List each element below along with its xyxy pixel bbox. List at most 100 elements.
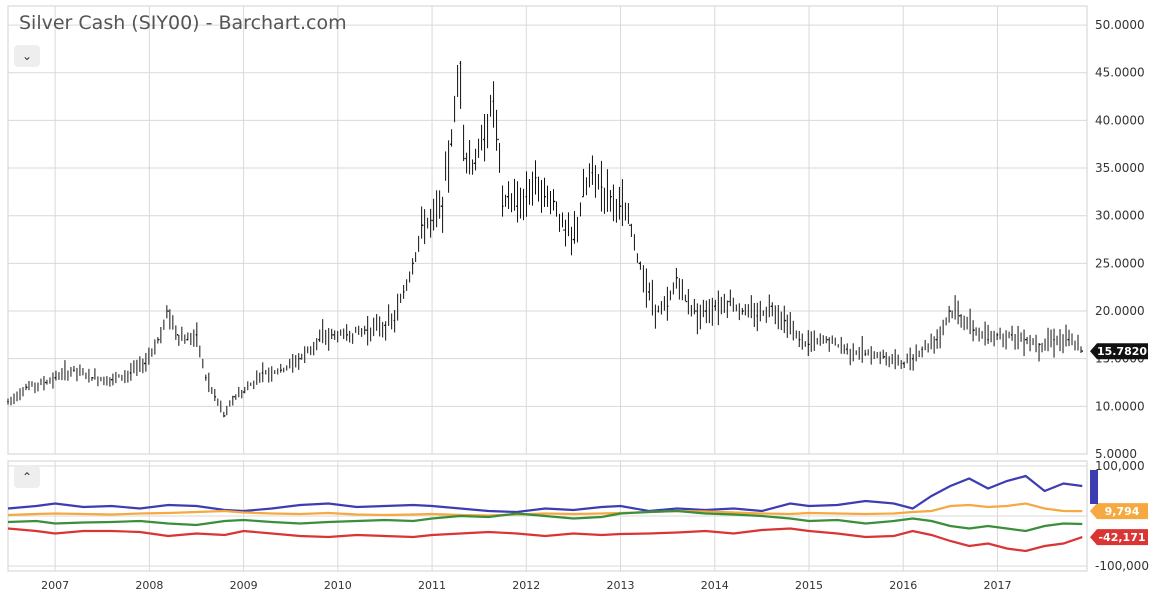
price-point [473,162,476,165]
price-point [167,310,170,312]
price-bars [7,61,1084,418]
last-price-tag: 15.7820 [1090,343,1148,360]
x-tick-label: 2008 [135,579,163,592]
price-point [346,334,349,336]
price-point [921,348,923,350]
price-point [619,205,622,207]
price-point [676,276,678,279]
price-point [110,378,113,381]
price-point [784,319,787,322]
svg-text:-42,171: -42,171 [1098,531,1145,544]
price-point [205,376,207,379]
x-tick-label: 2013 [607,579,635,592]
price-point [883,355,886,358]
price-point [223,415,226,417]
price-point [1039,343,1041,346]
price-point [186,338,188,341]
price-point [318,338,320,341]
price-point [73,369,75,371]
price-point [742,310,744,312]
price-point [242,391,245,393]
y-tick-label: 100,000 [1095,459,1145,473]
collapse-lower-button[interactable]: ⌃ [14,466,40,488]
price-point [233,396,235,398]
x-tick-label: 2014 [701,579,729,592]
x-tick-label: 2009 [230,579,258,592]
price-point [695,310,697,312]
price-point [845,348,848,350]
collapse-main-button[interactable]: ⌄ [14,45,40,67]
y-tick-label: 10.0000 [1095,399,1145,413]
main-panel-frame [7,5,1088,455]
blue-end-marker [1090,470,1098,504]
price-point [935,338,938,341]
x-tick-label: 2007 [41,579,69,592]
cot-lines [7,474,1083,553]
price-point [591,172,594,174]
price-point [525,195,528,198]
x-tick-label: 2015 [795,579,823,592]
price-point [365,329,367,331]
x-axis-labels: 2007 2008 2009 2010 2011 2012 2013 2014 2015 2016… [41,579,1011,592]
price-point [497,138,499,141]
x-tick-label: 2017 [983,579,1011,592]
price-point [553,200,556,203]
price-point [534,176,537,179]
price-point [949,310,952,312]
y-tick-label: 45.0000 [1095,66,1145,80]
x-tick-label: 2010 [324,579,352,592]
price-point [1010,334,1013,336]
price-point [464,157,466,160]
svg-text:15.7820: 15.7820 [1097,345,1147,358]
price-point [563,229,565,231]
price-point [299,357,301,360]
price-point [459,62,462,64]
chart-title: Silver Cash (SIY00) - Barchart.com [19,12,347,34]
x-tick-label: 2012 [512,579,540,592]
price-point [685,300,688,303]
chevron-down-icon: ⌄ [21,49,33,63]
price-point [129,372,132,374]
last-red-tag: -42,171 [1090,529,1148,546]
price-point [393,319,396,322]
price-point [516,205,518,207]
y-tick-label: -100,000 [1095,559,1149,573]
price-point [770,305,773,308]
price-point [582,195,584,198]
y-tick-label: 5.0000 [1095,447,1137,461]
price-point [1053,338,1055,341]
price-point [7,400,9,403]
y-tick-label: 35.0000 [1095,161,1145,175]
price-point [958,314,961,317]
price-point [483,138,485,141]
price-point [544,195,546,198]
price-point [911,357,914,360]
x-tick-label: 2011 [418,579,446,592]
price-point [157,338,160,341]
x-tick-label: 2016 [889,579,917,592]
y-tick-label: 30.0000 [1095,209,1145,223]
price-point [713,305,716,308]
cot-series-line-1 [7,502,1083,517]
price-point [26,386,28,389]
cot-series-line-3 [7,527,1083,553]
price-point [902,362,905,365]
price-point [280,369,283,371]
cot-series-line-0 [7,474,1083,514]
price-point [195,334,198,336]
price-point [1067,338,1069,341]
y-tick-label: 50.0000 [1095,18,1145,32]
svg-text:9,794: 9,794 [1105,505,1140,518]
price-point [450,143,452,146]
price-point [728,300,730,303]
price-point [54,376,56,379]
last-orange-tag: 9,794 [1090,503,1148,520]
price-point [666,305,669,308]
price-point [572,238,575,241]
price-point [996,334,999,336]
price-point [492,100,495,103]
price-point [600,186,603,188]
price-point [827,338,829,341]
price-point [973,329,975,331]
